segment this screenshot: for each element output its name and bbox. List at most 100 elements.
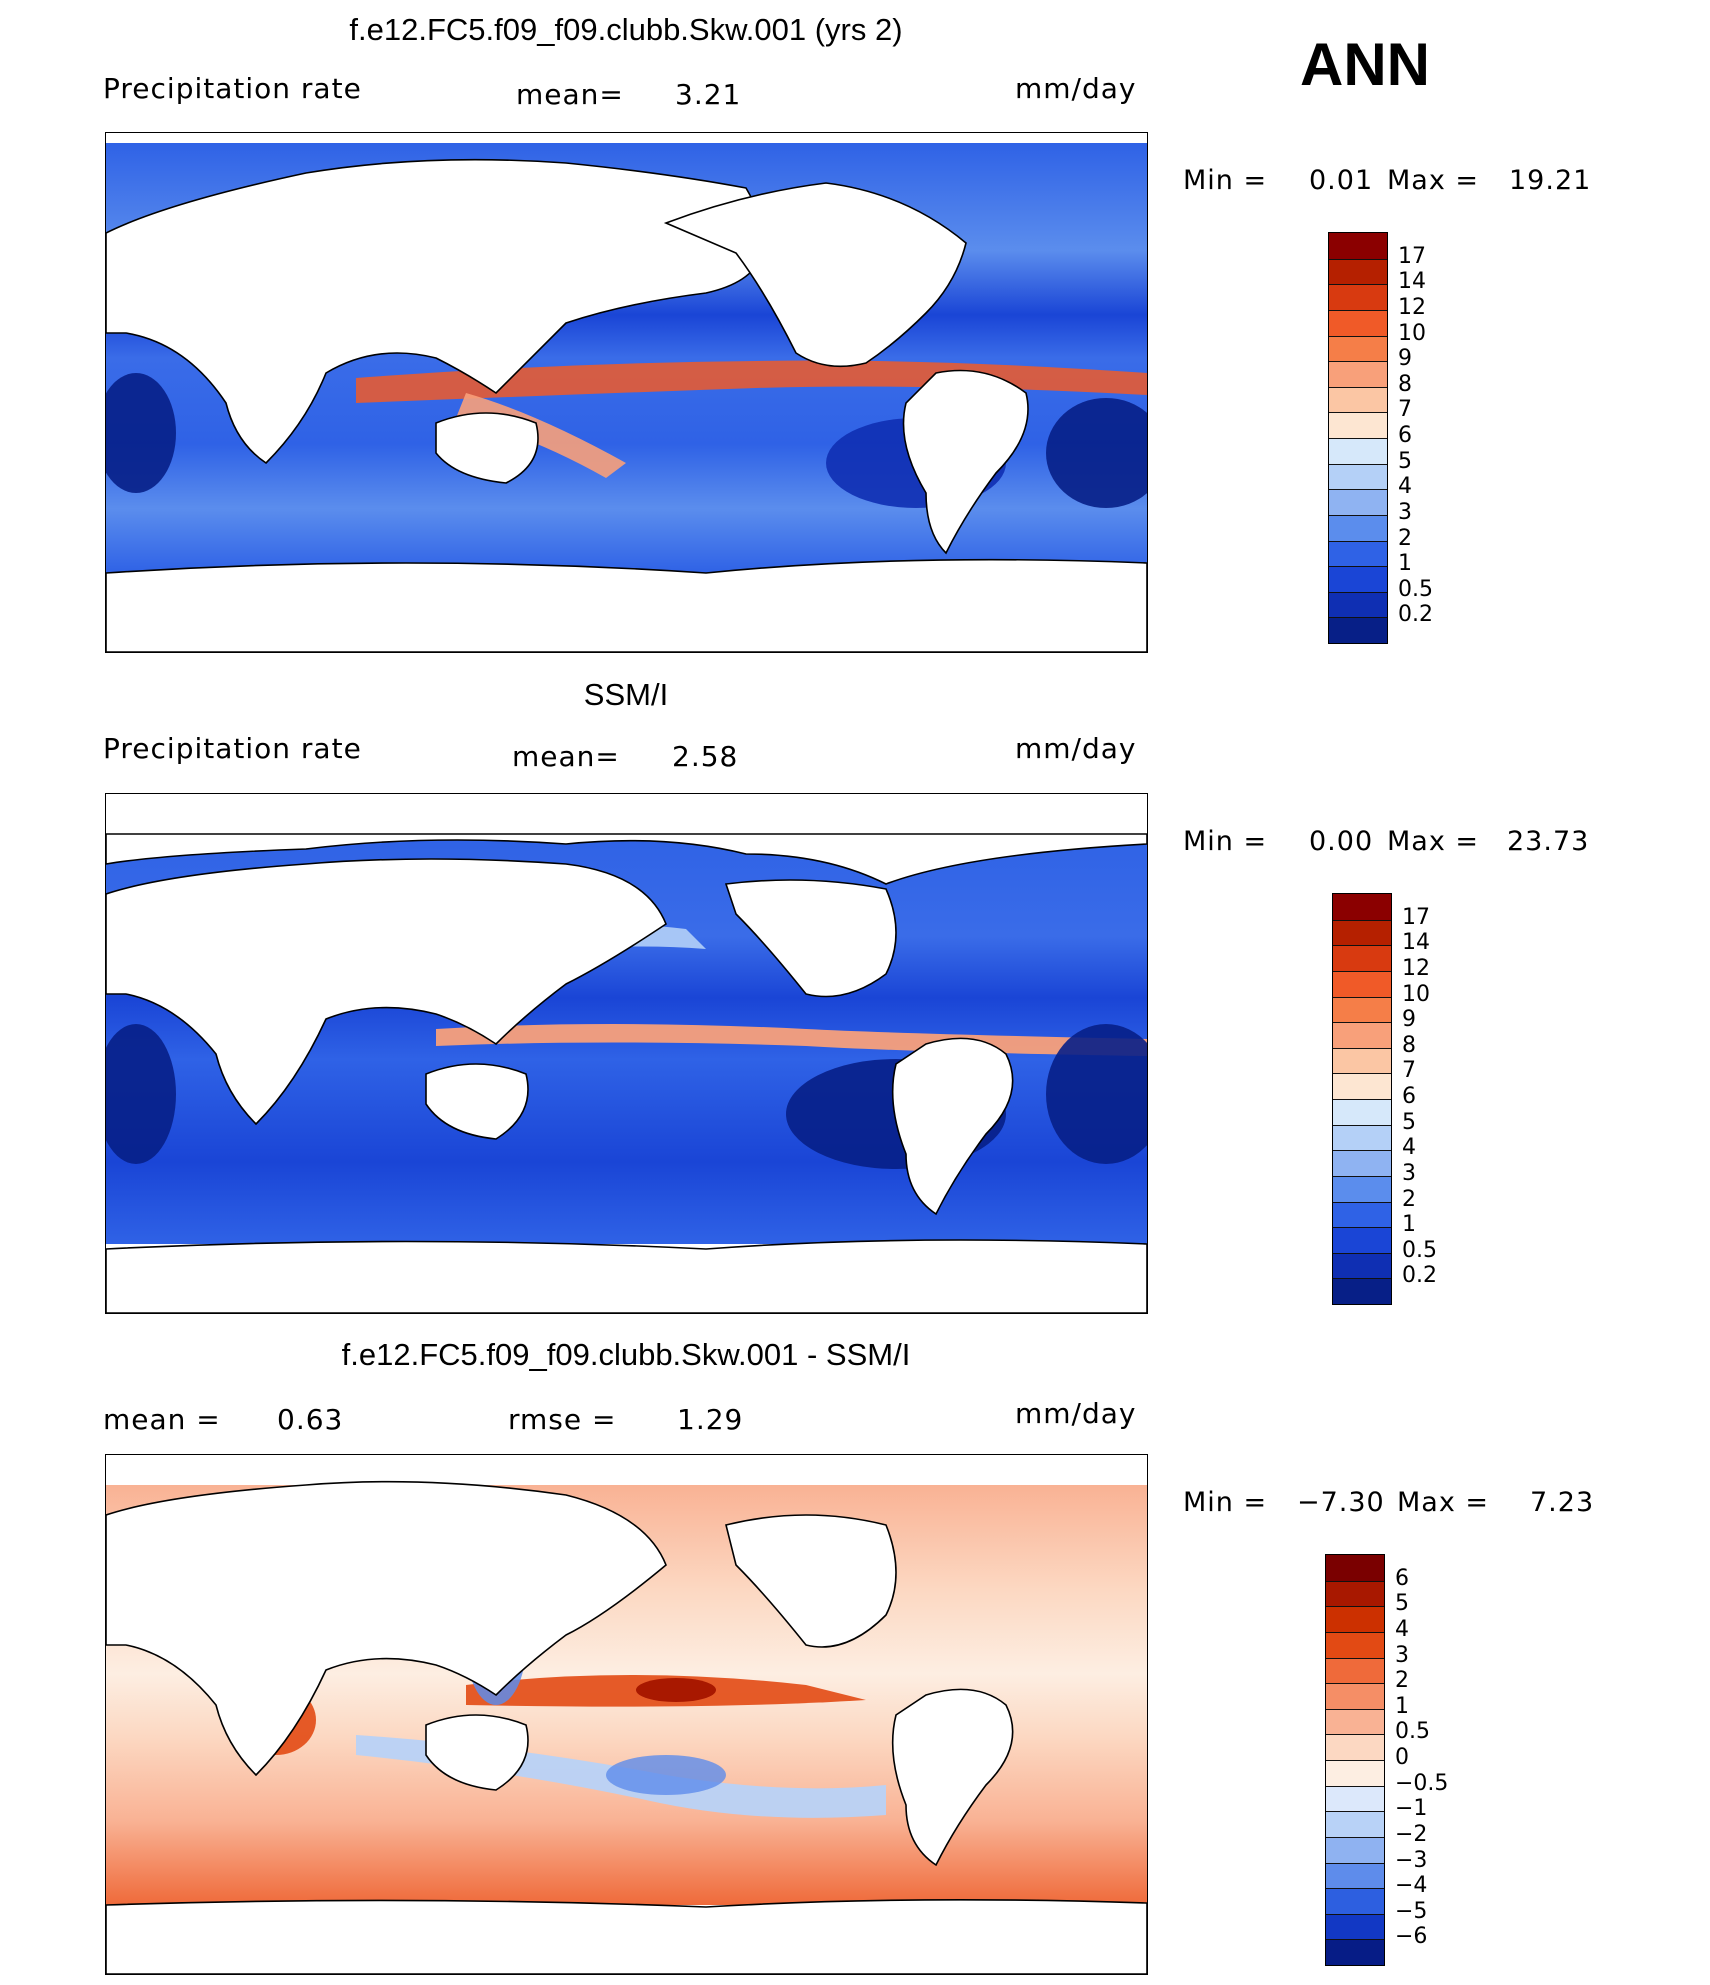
colorbar-tick-label: −0.5: [1395, 1770, 1449, 1796]
panel2-land: [106, 833, 1147, 1313]
colorbar-tick-label: 17: [1398, 243, 1426, 269]
colorbar-swatch: [1333, 894, 1391, 920]
panel1-title: f.e12.FC5.f09_f09.clubb.Skw.001 (yrs 2): [349, 12, 903, 47]
colorbar-swatch: [1333, 1252, 1391, 1279]
colorbar-swatch: [1326, 1555, 1384, 1581]
colorbar-swatch: [1326, 1862, 1384, 1889]
colorbar-tick-label: 2: [1395, 1668, 1409, 1694]
colorbar-swatch: [1329, 361, 1387, 387]
colorbar-swatch: [1329, 438, 1387, 464]
panel2-mean-label: mean=: [512, 740, 620, 773]
panel2-min-label: Min =: [1183, 826, 1268, 857]
colorbar-swatch: [1329, 566, 1387, 592]
panel1-dry-south-indian: [106, 373, 176, 493]
panel2-max-label: Max =: [1387, 826, 1480, 857]
colorbar-swatch: [1329, 514, 1387, 541]
colorbar-tick-label: 0.2: [1398, 602, 1433, 628]
colorbar-tick-label: 12: [1398, 294, 1426, 320]
colorbar-swatch: [1326, 1939, 1384, 1965]
panel2-colorbar: [1332, 893, 1392, 1305]
colorbar-tick-label: 14: [1398, 269, 1426, 295]
panel3-max-label: Max =: [1397, 1487, 1490, 1518]
panel2-title: SSM/I: [583, 677, 669, 712]
colorbar-tick-label: 5: [1402, 1109, 1416, 1135]
colorbar-swatch: [1329, 335, 1387, 362]
panel1-min-value: 0.01: [1309, 165, 1374, 196]
colorbar-swatch: [1333, 1201, 1391, 1228]
panel1-variable: Precipitation rate: [103, 72, 362, 105]
panel3-min-value: −7.30: [1297, 1487, 1385, 1518]
panel3-rmse-label: rmse =: [508, 1403, 617, 1436]
panel2-map-svg: [106, 833, 1147, 1313]
colorbar-tick-label: −5: [1395, 1898, 1428, 1924]
colorbar-tick-label: 8: [1398, 371, 1412, 397]
colorbar-tick-label: 3: [1395, 1642, 1409, 1668]
colorbar-tick-label: 0.5: [1402, 1237, 1437, 1263]
panel3-map: [105, 1454, 1148, 1975]
colorbar-swatch: [1333, 1099, 1391, 1125]
colorbar-tick-label: 4: [1398, 474, 1412, 500]
panel3-map-svg: [106, 1480, 1147, 1974]
panel3-title: f.e12.FC5.f09_f09.clubb.Skw.001 - SSM/I: [341, 1337, 911, 1372]
panel1-land: [106, 158, 1147, 652]
panel2-dry-south-atlantic: [1046, 1024, 1147, 1164]
colorbar-swatch: [1333, 1073, 1391, 1099]
colorbar-swatch: [1329, 258, 1387, 285]
season-label: ANN: [1300, 31, 1430, 98]
colorbar-tick-label: 6: [1395, 1565, 1409, 1591]
colorbar-swatch: [1333, 1175, 1391, 1202]
colorbar-tick-label: 5: [1395, 1591, 1409, 1617]
panel3-max-value: 7.23: [1530, 1487, 1595, 1518]
colorbar-tick-label: 1: [1402, 1212, 1416, 1238]
colorbar-swatch: [1333, 1278, 1391, 1304]
panel3-rmse-value: 1.29: [677, 1403, 744, 1436]
colorbar-tick-label: 9: [1398, 346, 1412, 372]
colorbar-swatch: [1326, 1760, 1384, 1786]
colorbar-swatch: [1333, 1150, 1391, 1176]
colorbar-tick-label: 10: [1402, 981, 1430, 1007]
colorbar-tick-label: −1: [1395, 1796, 1428, 1822]
colorbar-swatch: [1326, 1913, 1384, 1940]
colorbar-tick-label: 4: [1402, 1135, 1416, 1161]
colorbar-swatch: [1333, 970, 1391, 997]
colorbar-tick-label: −2: [1395, 1821, 1428, 1847]
colorbar-swatch: [1329, 591, 1387, 618]
panel3-min-label: Min =: [1183, 1487, 1268, 1518]
panel3-negative-central: [606, 1755, 726, 1795]
colorbar-swatch: [1326, 1785, 1384, 1812]
colorbar-swatch: [1329, 284, 1387, 310]
colorbar-tick-label: 0.2: [1402, 1263, 1437, 1289]
colorbar-tick-label: 6: [1398, 423, 1412, 448]
colorbar-tick-label: 7: [1398, 397, 1412, 423]
panel2-map: [105, 793, 1148, 1314]
panel2-min-value: 0.00: [1309, 826, 1374, 857]
panel3-units: mm/day: [1015, 1397, 1137, 1430]
panel3-land: [106, 1480, 1147, 1974]
panel2-units: mm/day: [1015, 732, 1137, 765]
panel2-max-value: 23.73: [1507, 826, 1590, 857]
panel1-dry-south-atlantic: [1046, 398, 1147, 508]
panel2-variable: Precipitation rate: [103, 732, 362, 765]
colorbar-tick-label: 8: [1402, 1032, 1416, 1058]
colorbar-swatch: [1333, 996, 1391, 1023]
panel1-mean-value: 3.21: [675, 78, 742, 111]
colorbar-swatch: [1333, 1047, 1391, 1074]
colorbar-swatch: [1329, 617, 1387, 643]
colorbar-tick-label: 14: [1402, 930, 1430, 956]
colorbar-swatch: [1333, 1227, 1391, 1253]
panel1-mean-label: mean=: [516, 78, 624, 111]
colorbar-swatch: [1326, 1683, 1384, 1709]
panel3-mean-value: 0.63: [277, 1403, 344, 1436]
colorbar-tick-label: 0: [1395, 1745, 1409, 1770]
colorbar-tick-label: −4: [1395, 1873, 1428, 1899]
colorbar-swatch: [1326, 1606, 1384, 1632]
colorbar-tick-label: −6: [1395, 1924, 1428, 1950]
colorbar-tick-label: 1: [1395, 1693, 1409, 1719]
colorbar-swatch: [1333, 945, 1391, 971]
panel1-max-value: 19.21: [1509, 165, 1592, 196]
panel1-map: [105, 132, 1148, 653]
colorbar-swatch: [1326, 1657, 1384, 1684]
colorbar-tick-label: 2: [1402, 1186, 1416, 1212]
colorbar-tick-label: 1: [1398, 551, 1412, 577]
colorbar-tick-label: 5: [1398, 448, 1412, 474]
